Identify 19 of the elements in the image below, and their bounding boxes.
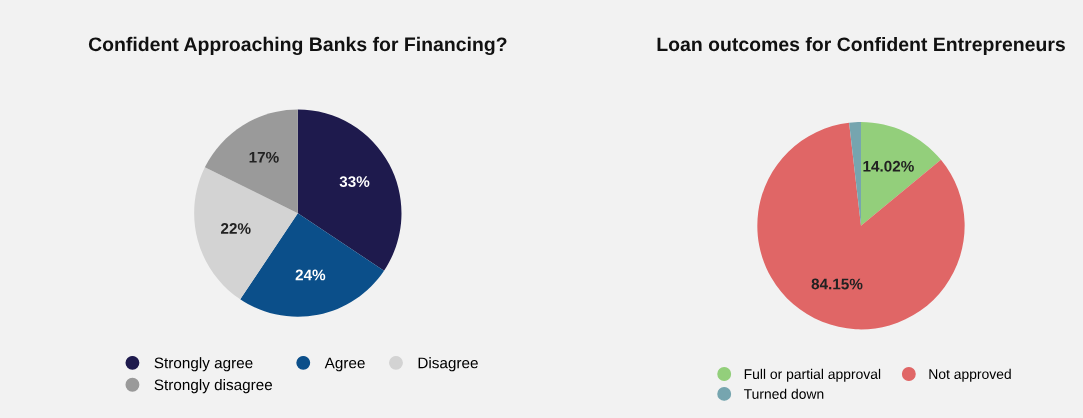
chart-title: Loan outcomes for Confident Entrepreneurs	[657, 36, 1065, 56]
legend-label: Not approved	[929, 368, 1011, 382]
data-label: 84.15%	[811, 278, 863, 290]
legend-label: Disagree	[418, 357, 478, 372]
chart-title: Confident Approaching Banks for Financing?	[88, 36, 507, 56]
data-label: 24%	[295, 269, 326, 281]
data-label: 17%	[249, 151, 279, 163]
legend-label: Turned down	[743, 388, 824, 399]
pie-slice	[860, 122, 941, 226]
pie-slice	[297, 109, 402, 271]
data-label: 22%	[220, 223, 251, 234]
legend-label: Strongly disagree	[154, 378, 273, 394]
pie-slice	[757, 122, 965, 330]
data-label: 33%	[339, 176, 370, 188]
legend-label: Strongly agree	[154, 357, 253, 372]
data-label: 14.02%	[863, 160, 914, 172]
legend-label: Agree	[324, 357, 365, 372]
legend-label: Full or partial approval	[744, 368, 881, 382]
pie-slice	[204, 109, 298, 214]
